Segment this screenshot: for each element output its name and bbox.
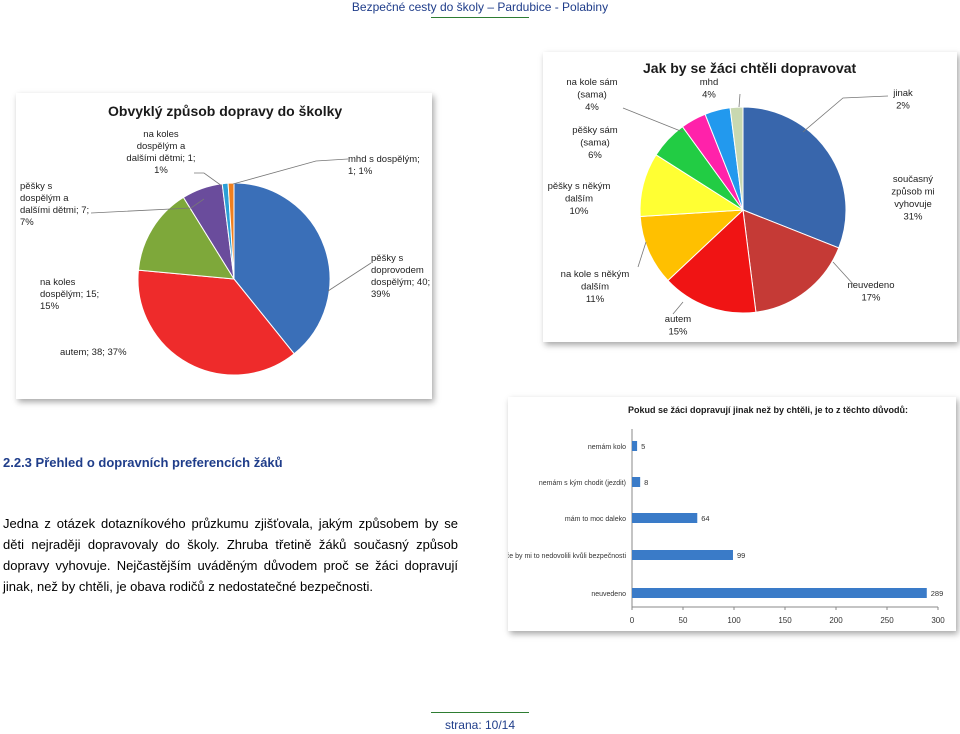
chart2-pie: současný způsob mi vyhovuje 31% neuvedeno 17%… xyxy=(548,77,935,338)
chart2-slice-3 xyxy=(639,209,745,282)
chart3-bars: 0 50 100 150 200 250 300 nemám kolo 5 nemám s kým… xyxy=(508,429,945,625)
chart3-category-3: rodiče by mi to nedovolili kvůli bezpečn… xyxy=(508,552,626,560)
chart2-slice-1 xyxy=(742,209,840,313)
chart2-label-4: pěšky s někým dalším 10% xyxy=(548,181,611,217)
chart2-leader-8b xyxy=(802,95,889,133)
chart3-tick-6: 300 xyxy=(931,616,945,625)
page-number: strana: 10/14 xyxy=(444,718,516,732)
chart2-slice-2 xyxy=(667,208,757,314)
chart2-label-6: na kole sám (sama) 4% xyxy=(566,77,617,113)
chart-preferred-transport: Jak by se žáci chtěli dopravovat současn… xyxy=(543,52,957,342)
chart1-leader-5 xyxy=(232,158,349,185)
chart3-value-4: 289 xyxy=(931,589,944,598)
body-paragraph: Jedna z otázek dotazníkového průzkumu zj… xyxy=(3,516,458,594)
chart1-pie: pěšky s doprovodem dospělým; 40; 39% autem; … xyxy=(20,129,430,376)
chart3-category-0: nemám kolo xyxy=(588,444,626,451)
chart3-bar-1 xyxy=(632,477,641,487)
chart3-tick-3: 150 xyxy=(778,616,792,625)
footer-rule xyxy=(431,712,529,713)
chart2-label-3: na kole s někým dalším 11% xyxy=(561,269,630,305)
chart2-label-5: pěšky sám (sama) 6% xyxy=(572,125,617,161)
chart-usual-transport: Obvyklý způsob dopravy do školky pěšky s… xyxy=(16,93,432,399)
chart3-value-0: 5 xyxy=(641,442,645,451)
chart2-label-8: jinak 2% xyxy=(892,88,913,112)
chart2-label-0: současný způsob mi vyhovuje 31% xyxy=(891,174,934,223)
chart2-slice-0 xyxy=(742,106,847,249)
chart1-label-3: pěšky s dospělým a dalšími dětmi; 7; 7% xyxy=(20,181,89,228)
chart3-category-1: nemám s kým chodit (jezdit) xyxy=(539,480,626,487)
header-rule xyxy=(431,17,529,18)
chart2-leader-1 xyxy=(832,261,854,285)
chart1-leader-0 xyxy=(327,262,372,292)
chart1-label-5: mhd s dospělým; 1; 1% xyxy=(348,154,420,177)
chart3-value-3: 99 xyxy=(737,551,745,560)
chart3-bar-4 xyxy=(632,588,927,598)
chart1-label-1: autem; 38; 37% xyxy=(60,347,127,358)
chart2-label-2: autem 15% xyxy=(665,314,691,338)
chart2-leader-3 xyxy=(637,241,647,268)
chart1-slice-5 xyxy=(227,182,235,280)
chart2-label-7: mhd 4% xyxy=(700,77,718,101)
chart3-bar-2 xyxy=(632,513,698,523)
section-title: 2.2.3 Přehled o dopravních preferencích … xyxy=(3,455,283,470)
chart1-label-0: pěšky s doprovodem dospělým; 40; 39% xyxy=(371,253,430,300)
chart3-value-2: 64 xyxy=(701,514,709,523)
chart-reasons: Pokud se žáci dopravují jinak než by cht… xyxy=(508,397,956,631)
chart3-title: Pokud se žáci dopravují jinak než by cht… xyxy=(628,405,909,415)
chart3-bar-3 xyxy=(632,550,733,560)
chart3-tick-2: 100 xyxy=(727,616,741,625)
chart3-bar-0 xyxy=(632,441,638,451)
chart2-leader-8 xyxy=(738,93,741,108)
chart2-label-1: neuvedeno 17% xyxy=(847,280,894,304)
chart2-title: Jak by se žáci chtěli dopravovat xyxy=(643,60,857,76)
chart3-tick-1: 50 xyxy=(679,616,688,625)
chart1-leader-4 xyxy=(194,172,223,187)
chart3-tick-4: 200 xyxy=(829,616,843,625)
chart1-label-4: na koles dospělým a dalšími dětmi; 1; 1% xyxy=(126,129,195,176)
chart2-slice-8 xyxy=(729,106,744,211)
chart3-tick-0: 0 xyxy=(630,616,635,625)
page-header: Bezpečné cesty do školy – Pardubice - Po… xyxy=(351,0,609,14)
chart3-tick-5: 250 xyxy=(880,616,894,625)
chart2-leader-6 xyxy=(622,107,684,133)
chart1-label-2: na koles dospělým; 15; 15% xyxy=(40,277,99,312)
chart1-title: Obvyklý způsob dopravy do školky xyxy=(108,103,343,119)
chart3-value-1: 8 xyxy=(644,478,648,487)
chart1-leader-3 xyxy=(90,198,205,214)
chart1-slice-2 xyxy=(137,196,235,280)
chart3-category-2: mám to moc daleko xyxy=(565,516,626,523)
chart2-leader-2 xyxy=(672,301,684,315)
chart1-slice-0 xyxy=(233,182,331,355)
chart1-slice-1 xyxy=(137,269,295,376)
chart3-category-4: neuvedeno xyxy=(591,591,626,598)
